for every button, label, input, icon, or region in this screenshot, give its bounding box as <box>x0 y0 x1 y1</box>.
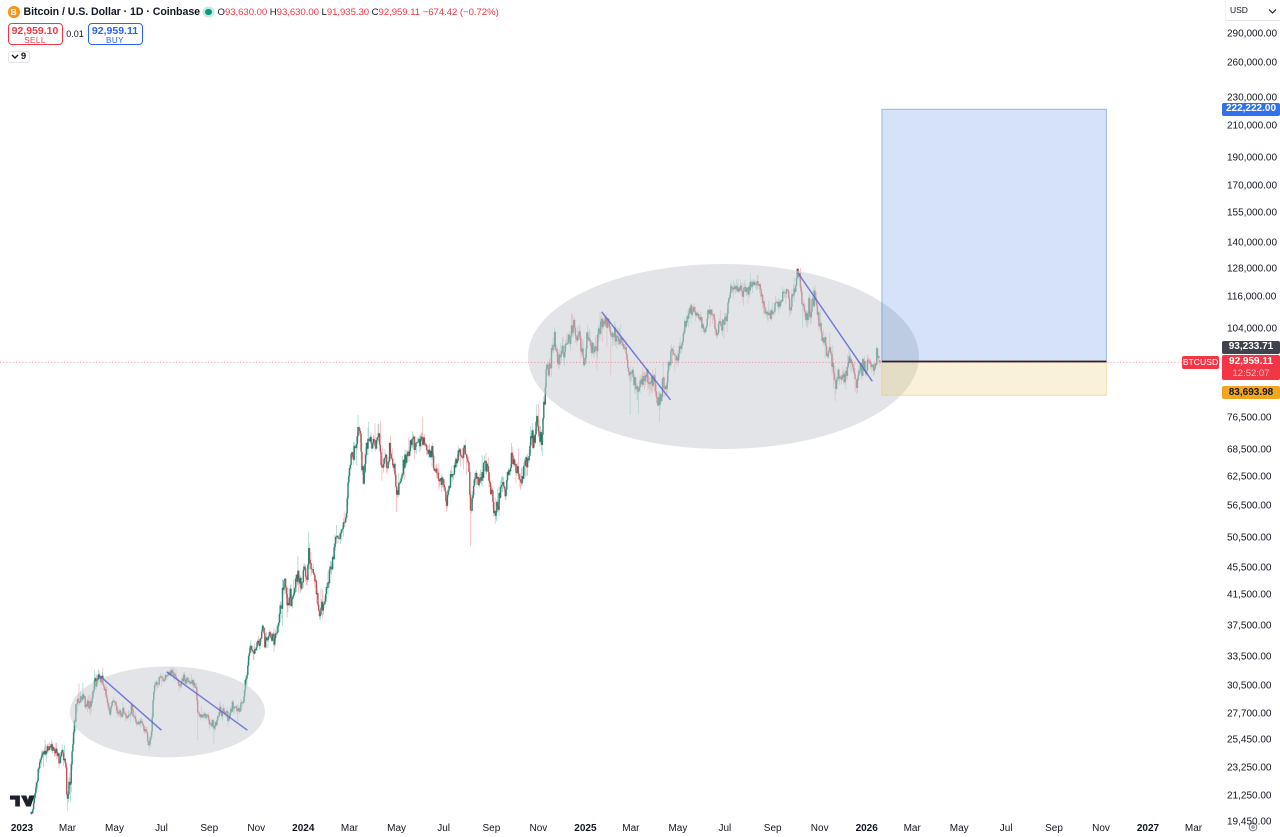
svg-text:2023: 2023 <box>11 823 34 834</box>
svg-text:May: May <box>105 823 124 834</box>
svg-text:Mar: Mar <box>59 823 77 834</box>
svg-text:170,000.00: 170,000.00 <box>1227 181 1277 192</box>
svg-text:21,250.00: 21,250.00 <box>1227 791 1272 802</box>
svg-text:41,500.00: 41,500.00 <box>1227 590 1272 601</box>
svg-text:27,700.00: 27,700.00 <box>1227 709 1272 720</box>
svg-text:62,500.00: 62,500.00 <box>1227 472 1272 483</box>
svg-text:190,000.00: 190,000.00 <box>1227 153 1277 164</box>
svg-text:Sep: Sep <box>200 823 218 834</box>
svg-text:19,450.00: 19,450.00 <box>1227 817 1272 828</box>
svg-text:Jul: Jul <box>719 823 732 834</box>
svg-text:May: May <box>387 823 406 834</box>
svg-text:33,500.00: 33,500.00 <box>1227 652 1272 663</box>
svg-text:Sep: Sep <box>483 823 501 834</box>
svg-text:37,500.00: 37,500.00 <box>1227 621 1272 632</box>
svg-text:Sep: Sep <box>764 823 782 834</box>
svg-text:Nov: Nov <box>811 823 829 834</box>
svg-text:Nov: Nov <box>1092 823 1110 834</box>
svg-text:Mar: Mar <box>904 823 922 834</box>
svg-text:2025: 2025 <box>574 823 597 834</box>
svg-text:May: May <box>668 823 687 834</box>
svg-text:Sep: Sep <box>1045 823 1063 834</box>
svg-text:30,500.00: 30,500.00 <box>1227 681 1272 692</box>
svg-text:230,000.00: 230,000.00 <box>1227 93 1277 104</box>
svg-text:140,000.00: 140,000.00 <box>1227 238 1277 249</box>
svg-text:Mar: Mar <box>622 823 640 834</box>
svg-text:290,000.00: 290,000.00 <box>1227 29 1277 40</box>
svg-text:2026: 2026 <box>856 823 879 834</box>
svg-text:76,500.00: 76,500.00 <box>1227 413 1272 424</box>
svg-text:Jul: Jul <box>1000 823 1013 834</box>
svg-text:25,450.00: 25,450.00 <box>1227 735 1272 746</box>
svg-text:116,000.00: 116,000.00 <box>1227 292 1277 303</box>
svg-text:50,500.00: 50,500.00 <box>1227 533 1272 544</box>
svg-text:104,000.00: 104,000.00 <box>1227 324 1277 335</box>
svg-text:45,500.00: 45,500.00 <box>1227 563 1272 574</box>
svg-text:Mar: Mar <box>1185 823 1203 834</box>
svg-text:2024: 2024 <box>292 823 315 834</box>
svg-text:155,000.00: 155,000.00 <box>1227 208 1277 219</box>
svg-text:Nov: Nov <box>247 823 265 834</box>
svg-text:260,000.00: 260,000.00 <box>1227 58 1277 69</box>
svg-text:23,250.00: 23,250.00 <box>1227 763 1272 774</box>
svg-text:Jul: Jul <box>155 823 168 834</box>
svg-text:68,500.00: 68,500.00 <box>1227 445 1272 456</box>
svg-text:210,000.00: 210,000.00 <box>1227 121 1277 132</box>
svg-text:Mar: Mar <box>341 823 359 834</box>
svg-text:2027: 2027 <box>1137 823 1160 834</box>
svg-text:May: May <box>950 823 969 834</box>
svg-text:Jul: Jul <box>437 823 450 834</box>
svg-text:Nov: Nov <box>530 823 548 834</box>
svg-text:56,500.00: 56,500.00 <box>1227 501 1272 512</box>
svg-text:128,000.00: 128,000.00 <box>1227 264 1277 275</box>
